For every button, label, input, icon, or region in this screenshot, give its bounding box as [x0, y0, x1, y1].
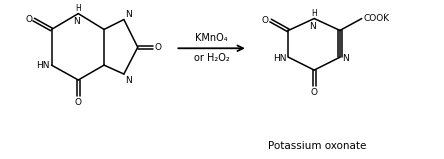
- Text: O: O: [262, 16, 269, 25]
- Text: O: O: [75, 98, 82, 107]
- Text: O: O: [26, 15, 33, 24]
- Text: O: O: [311, 88, 318, 97]
- Text: N: N: [73, 17, 79, 26]
- Text: ·: ·: [384, 10, 386, 19]
- Text: N: N: [342, 54, 349, 63]
- Text: N: N: [309, 21, 316, 31]
- Text: N: N: [125, 76, 131, 85]
- Text: HN: HN: [273, 54, 286, 63]
- Text: O: O: [155, 43, 162, 52]
- Text: Potassium oxonate: Potassium oxonate: [268, 141, 366, 151]
- Text: KMnO₄: KMnO₄: [195, 33, 228, 43]
- Text: N: N: [125, 10, 131, 19]
- Text: COOK: COOK: [364, 14, 390, 23]
- Text: H: H: [75, 4, 81, 13]
- Text: or H₂O₂: or H₂O₂: [194, 53, 230, 63]
- Text: H: H: [311, 9, 317, 17]
- Text: HN: HN: [36, 61, 50, 70]
